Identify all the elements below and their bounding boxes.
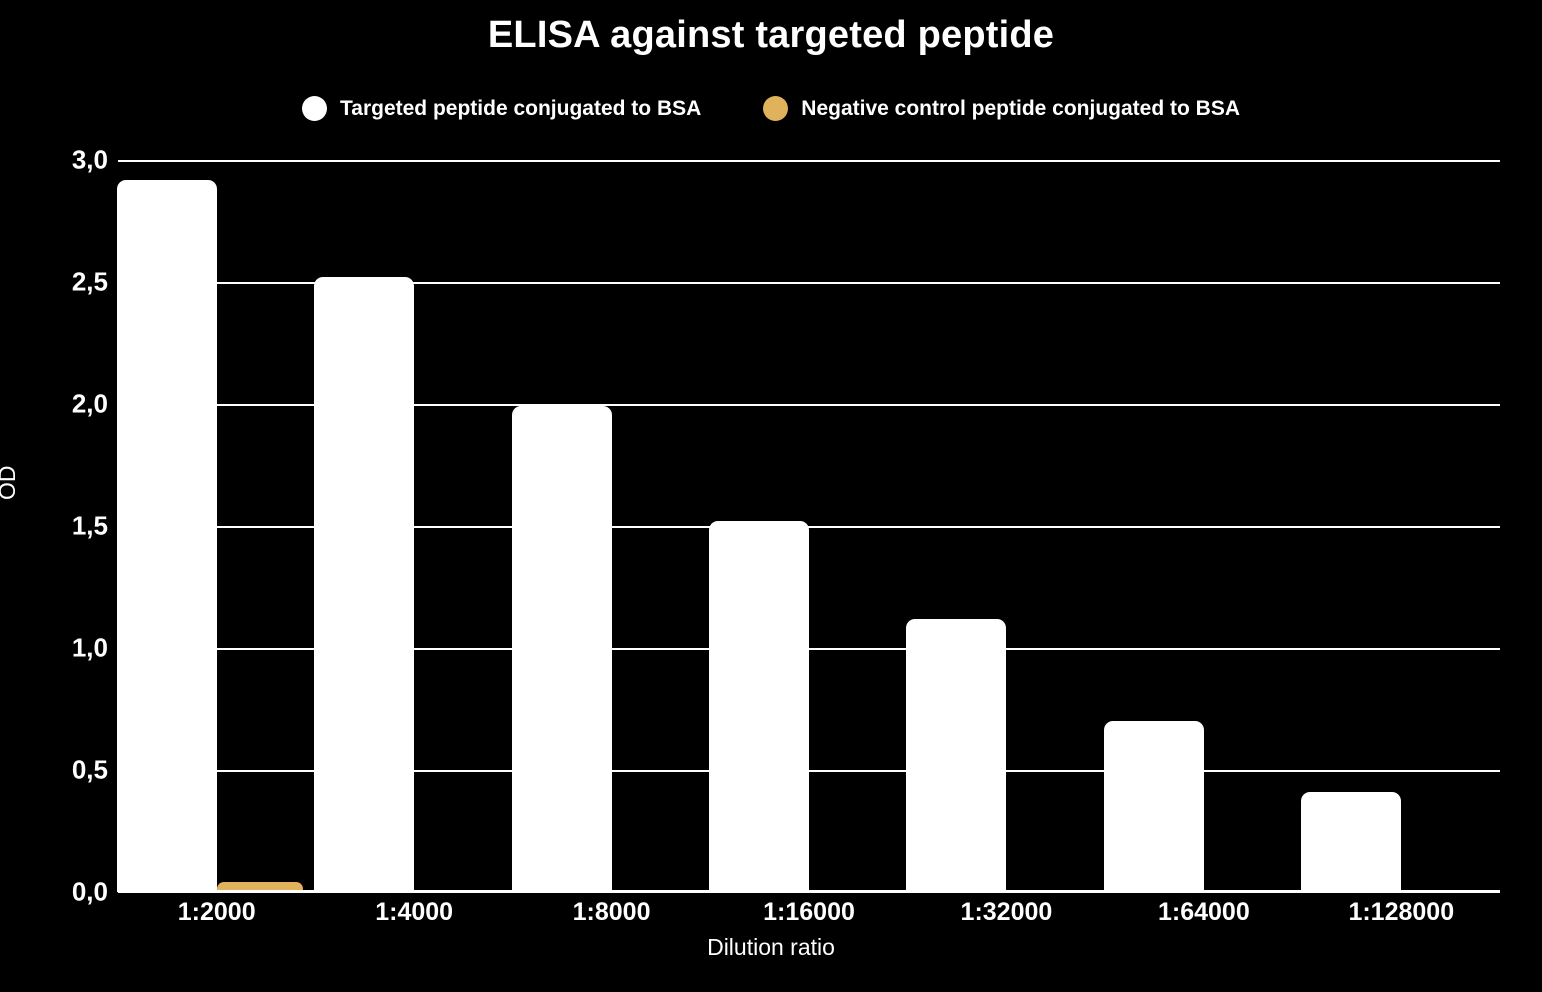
x-axis-tick-label: 1:64000 [1157, 898, 1250, 926]
gridline [118, 282, 1500, 284]
bar-series-1-1:16000[interactable] [709, 521, 809, 892]
x-axis-tick-label: 1:32000 [960, 898, 1053, 926]
y-axis-tick-label: 0,0 [71, 876, 108, 907]
bar-series-2-1:2000[interactable] [216, 882, 303, 892]
y-axis-tick-label: 2,5 [71, 266, 108, 297]
gridline [118, 770, 1500, 772]
x-axis-tick-label: 1:8000 [572, 898, 651, 926]
gridline [118, 526, 1500, 528]
x-axis-title: Dilution ratio [707, 934, 835, 960]
bar-series-1-1:128000[interactable] [1301, 791, 1402, 892]
x-axis-tick-label: 1:4000 [375, 898, 454, 926]
chart-title: ELISA against targeted peptide [487, 14, 1055, 56]
x-axis-line [118, 890, 1500, 893]
x-axis-tick-label: 1:2000 [177, 898, 256, 926]
y-axis-tick-label: 2,0 [71, 388, 108, 419]
legend-item-targeted-peptide[interactable]: Targeted peptide conjugated to BSA [302, 96, 701, 121]
y-axis-tick-label: 1,5 [71, 510, 108, 541]
bar-series-1-1:32000[interactable] [906, 618, 1007, 892]
gridline [118, 648, 1500, 650]
gridline [118, 160, 1500, 162]
y-axis-tick-label: 1,0 [71, 632, 108, 663]
legend-item-negative-control-peptide[interactable]: Negative control peptide conjugated to B… [763, 96, 1240, 121]
legend-label-series-2: Negative control peptide conjugated to B… [801, 96, 1240, 120]
x-axis-tick-label: 1:128000 [1348, 898, 1455, 926]
circle-marker-icon-series-2 [763, 96, 789, 121]
y-axis-tick-label: 0,5 [71, 754, 108, 785]
y-axis-title: OD [0, 465, 20, 501]
bar-series-1-1:64000[interactable] [1103, 721, 1204, 892]
legend-label-series-1: Targeted peptide conjugated to BSA [340, 96, 702, 120]
bar-series-1-1:4000[interactable] [314, 277, 415, 892]
y-axis-tick-label: 3,0 [71, 144, 108, 175]
gridline [118, 404, 1500, 406]
plot-area [116, 160, 1500, 892]
bar-series-1-1:8000[interactable] [511, 406, 612, 892]
chart-legend: Targeted peptide conjugated to BSA Negat… [0, 96, 1542, 121]
bar-series-1-1:2000[interactable] [116, 179, 217, 892]
circle-marker-icon-series-1 [302, 96, 327, 121]
x-axis-tick-label: 1:16000 [763, 898, 855, 926]
